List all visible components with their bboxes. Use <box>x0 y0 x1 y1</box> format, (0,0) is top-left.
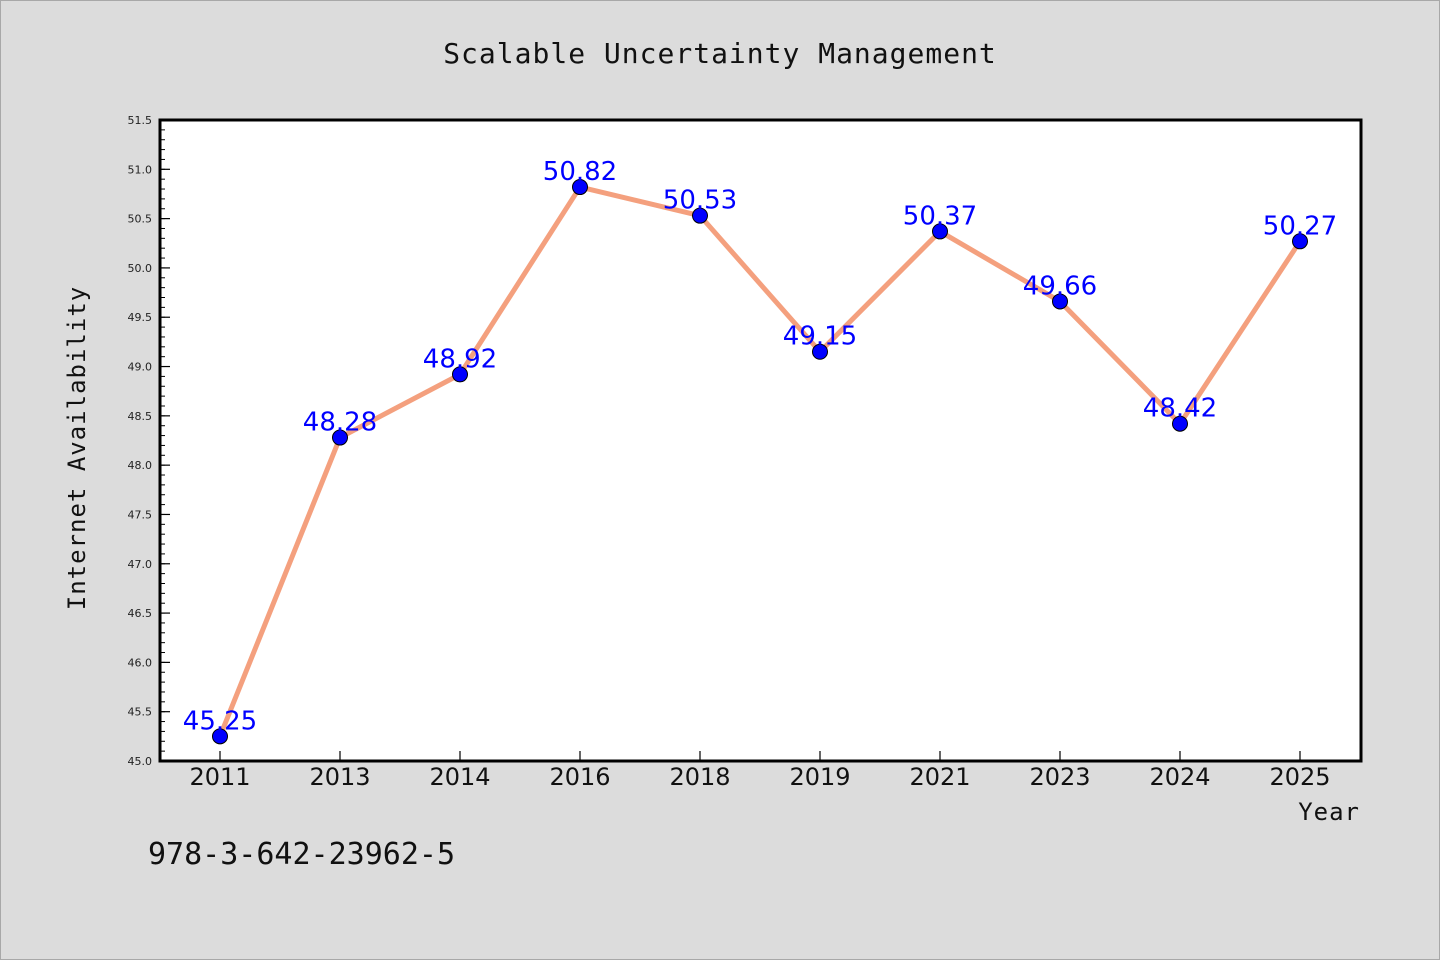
data-label: 48.42 <box>1143 394 1217 424</box>
y-tick-label: 46.0 <box>128 656 153 669</box>
data-point <box>692 207 708 224</box>
x-tick-label: 2024 <box>1149 763 1210 791</box>
y-tick-label: 46.5 <box>128 607 153 620</box>
x-axis-title: Year <box>1298 798 1360 826</box>
data-label: 49.66 <box>1023 271 1097 301</box>
x-tick-label: 2011 <box>189 763 250 791</box>
y-tick-label: 49.5 <box>128 311 153 324</box>
isbn-text: 978-3-642-23962-5 <box>148 837 455 872</box>
y-tick-label: 51.5 <box>128 114 153 127</box>
data-point <box>572 179 588 196</box>
y-tick-label: 45.5 <box>128 706 153 719</box>
y-tick-label: 50.0 <box>128 262 153 275</box>
x-tick-label: 2014 <box>429 763 490 791</box>
y-axis: 45.0 45.5 46.0 46.5 47.0 47.5 48.0 48.5 49.0 49.5… <box>128 114 170 768</box>
data-point <box>452 366 468 383</box>
data-point <box>212 728 228 745</box>
plot-area <box>158 118 1363 763</box>
x-tick-label: 2025 <box>1269 763 1330 791</box>
data-label: 49.15 <box>783 322 857 352</box>
data-label: 50.82 <box>543 157 617 187</box>
data-label: 48.28 <box>303 408 377 438</box>
y-tick-label: 48.0 <box>128 459 153 472</box>
y-tick-label: 51.0 <box>128 163 153 176</box>
x-axis: 2011 2013 2014 2016 2018 2019 2021 2023 2024 2025 <box>189 751 1331 791</box>
chart-title: Scalable Uncertainty Management <box>443 37 997 70</box>
data-point <box>1292 233 1308 250</box>
x-tick-label: 2013 <box>309 763 370 791</box>
data-label: 45.25 <box>183 706 257 736</box>
series <box>212 179 1308 745</box>
data-label: 48.92 <box>423 344 497 374</box>
y-axis-title: Internet Availability <box>63 286 91 610</box>
data-point <box>812 343 828 360</box>
y-tick-label: 47.5 <box>128 508 153 521</box>
data-label: 50.27 <box>1263 211 1337 241</box>
y-tick-label: 50.5 <box>128 213 153 226</box>
data-point <box>332 429 348 446</box>
data-label: 50.53 <box>663 186 737 216</box>
x-tick-label: 2023 <box>1029 763 1090 791</box>
y-tick-label: 45.0 <box>128 755 153 768</box>
x-tick-label: 2021 <box>909 763 970 791</box>
data-label: 50.37 <box>903 201 977 231</box>
data-point <box>932 223 948 240</box>
y-tick-label: 47.0 <box>128 558 153 571</box>
data-point <box>1172 415 1188 432</box>
data-labels: 45.25 48.28 48.92 50.82 50.53 49.15 50.37 49.66… <box>183 157 1337 736</box>
x-tick-label: 2018 <box>669 763 730 791</box>
y-tick-label: 48.5 <box>128 410 153 423</box>
series-line <box>217 184 1303 739</box>
x-tick-label: 2016 <box>549 763 610 791</box>
y-tick-label: 49.0 <box>128 361 153 374</box>
data-point <box>1052 293 1068 310</box>
x-tick-label: 2019 <box>789 763 850 791</box>
